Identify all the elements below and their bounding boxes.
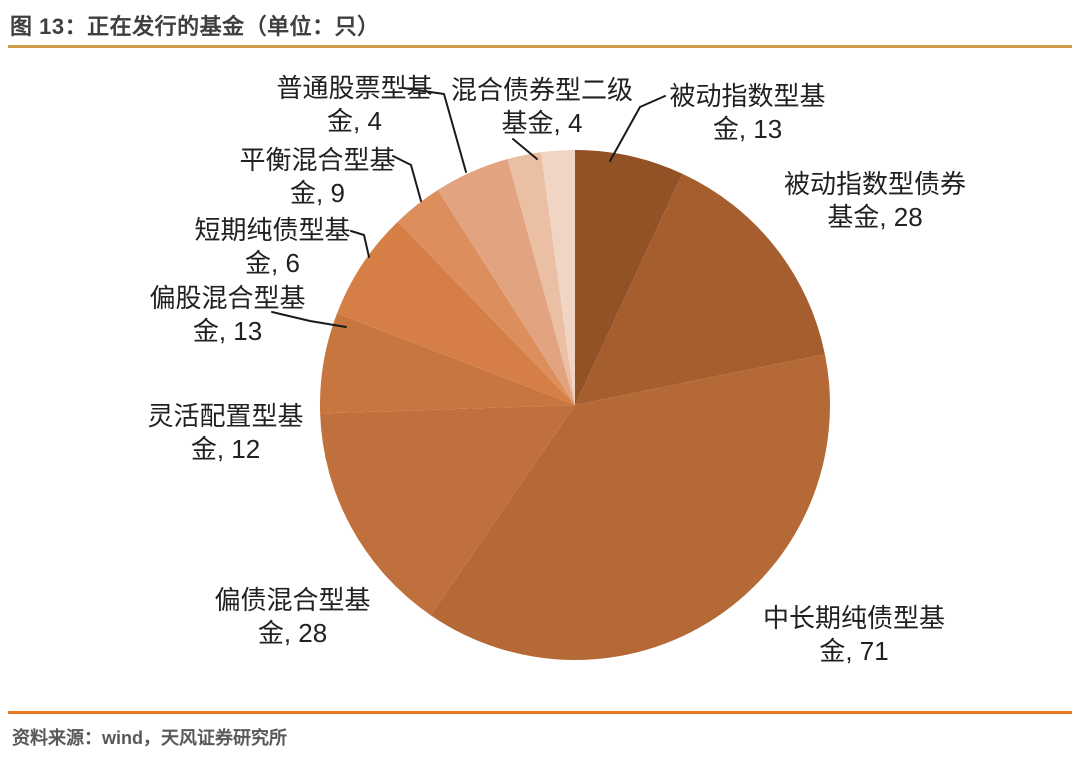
pie-label-short-term-bond-fund: 短期纯债型基金, 6	[194, 215, 351, 278]
pie-label-debt-biased-hybrid-fund: 偏债混合型基金, 28	[214, 585, 371, 648]
pie-label-flexible-allocation-fund: 灵活配置型基金, 12	[147, 401, 304, 464]
pie-slice-3-偏债混合型基金	[320, 405, 575, 616]
pie-slice-7-平衡混合型基金	[437, 159, 575, 405]
leader-line-passive-index-fund	[609, 95, 666, 162]
pie-slice-5-偏股混合型基金	[337, 221, 575, 405]
figure-title: 图 13：正在发行的基金（单位：只）	[10, 14, 380, 39]
pie-label-passive-index-bond-fund: 被动指数型债券基金, 28	[783, 169, 966, 232]
pie-slice-0-被动指数型基金	[575, 150, 683, 405]
leader-line-mixed-bond-secondary-fund	[512, 138, 538, 160]
pie	[319, 150, 830, 660]
figure-source: 资料来源：wind，天风证券研究所	[12, 728, 287, 748]
leader-line-ordinary-stock-fund	[402, 87, 467, 173]
pie-slice-1-被动指数型债券基金	[575, 173, 825, 405]
pie-label-passive-index-fund: 被动指数型基金, 13	[669, 81, 826, 144]
pie-label-equity-biased-hybrid-fund: 偏股混合型基金, 13	[149, 283, 306, 346]
pie-label-med-long-term-bond-fund: 中长期纯债型基金, 71	[762, 603, 945, 666]
pie-label-ordinary-stock-fund: 普通股票型基金, 4	[276, 73, 433, 136]
pie-slice-6-短期纯债型基金	[397, 190, 575, 405]
pie-slice-4-灵活配置型基金	[319, 313, 575, 414]
pie-label-mixed-bond-secondary-fund: 混合债券型二级基金, 4	[450, 75, 633, 138]
leader-line-short-term-bond-fund	[350, 230, 370, 258]
leader-line-balanced-hybrid-fund	[392, 155, 422, 202]
pie-slice-2-中长期纯债型基金	[430, 354, 830, 660]
leader-line-equity-biased-hybrid-fund	[271, 311, 347, 328]
pie-slice-9-混合债券型二级基金	[541, 150, 575, 405]
pie-slice-8-普通股票型基金	[507, 152, 575, 405]
pie-label-balanced-hybrid-fund: 平衡混合型基金, 9	[239, 145, 396, 208]
footer-rule	[8, 711, 1072, 714]
title-underline	[8, 45, 1072, 48]
